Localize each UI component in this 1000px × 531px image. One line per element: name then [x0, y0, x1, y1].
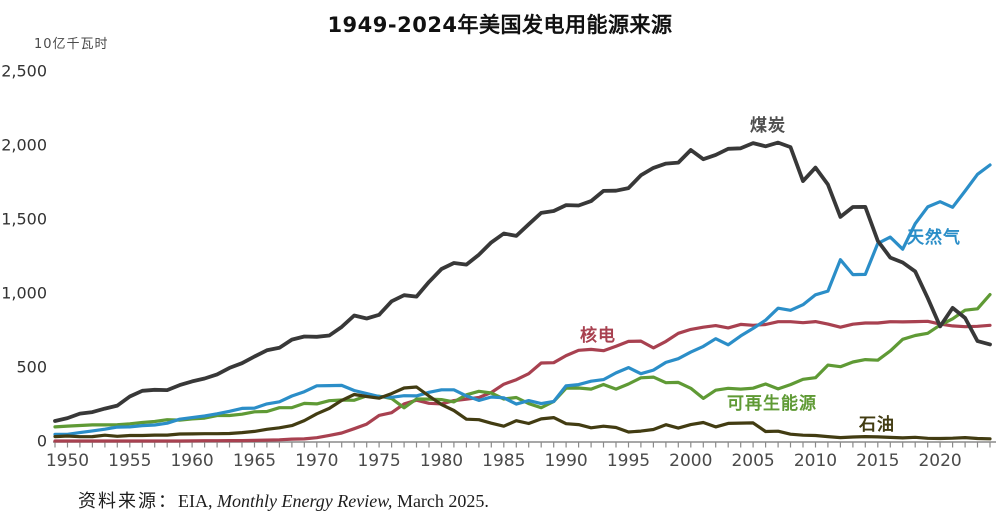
series-label: 煤炭 [750, 115, 786, 136]
x-tick-label: 1990 [544, 451, 587, 471]
y-tick-label: 2,000 [1, 136, 47, 155]
series-line-nuclear [53, 319, 992, 443]
series-label: 石油 [858, 414, 895, 435]
x-tick-label: 1985 [482, 451, 525, 471]
y-tick-label: 1,500 [1, 210, 47, 229]
x-tick-label: 1955 [108, 451, 151, 471]
source-label: 资料来源： [78, 491, 178, 511]
chart-title: 1949-2024年美国发电用能源来源 [327, 13, 673, 37]
series-line-petroleum [53, 385, 992, 441]
x-tick-label: 1960 [170, 451, 213, 471]
x-tick-label: 2010 [794, 451, 837, 471]
x-tick-label: 2015 [856, 451, 899, 471]
source-date: March 2025. [392, 491, 489, 511]
x-tick-label: 2020 [918, 451, 961, 471]
y-axis-unit-label: 10亿千瓦时 [34, 37, 109, 52]
x-tick-label: 1970 [295, 451, 338, 471]
source-note: 资料来源：EIA, Monthly Energy Review, March 2… [78, 487, 489, 513]
y-tick-label: 1,000 [1, 284, 47, 303]
y-tick-label: 0 [37, 432, 47, 451]
x-tick-label: 1995 [607, 451, 650, 471]
series-label: 可再生能源 [727, 393, 817, 414]
series-line-coal [53, 140, 992, 423]
source-agency: EIA, [178, 491, 217, 511]
source-publication: Monthly Energy Review, [217, 491, 393, 511]
series-label: 核电 [580, 325, 616, 346]
x-tick-label: 1980 [420, 451, 463, 471]
series-line-renewables [53, 293, 992, 429]
x-tick-label: 1975 [357, 451, 400, 471]
y-tick-label: 500 [16, 358, 47, 377]
x-tick-label: 1965 [233, 451, 276, 471]
series-label: 天然气 [907, 227, 961, 248]
series-line-natural-gas [53, 163, 992, 436]
x-tick-label: 2000 [669, 451, 712, 471]
x-tick-label: 1950 [46, 451, 89, 471]
x-tick-label: 2005 [731, 451, 774, 471]
y-tick-label: 2,500 [1, 62, 47, 81]
